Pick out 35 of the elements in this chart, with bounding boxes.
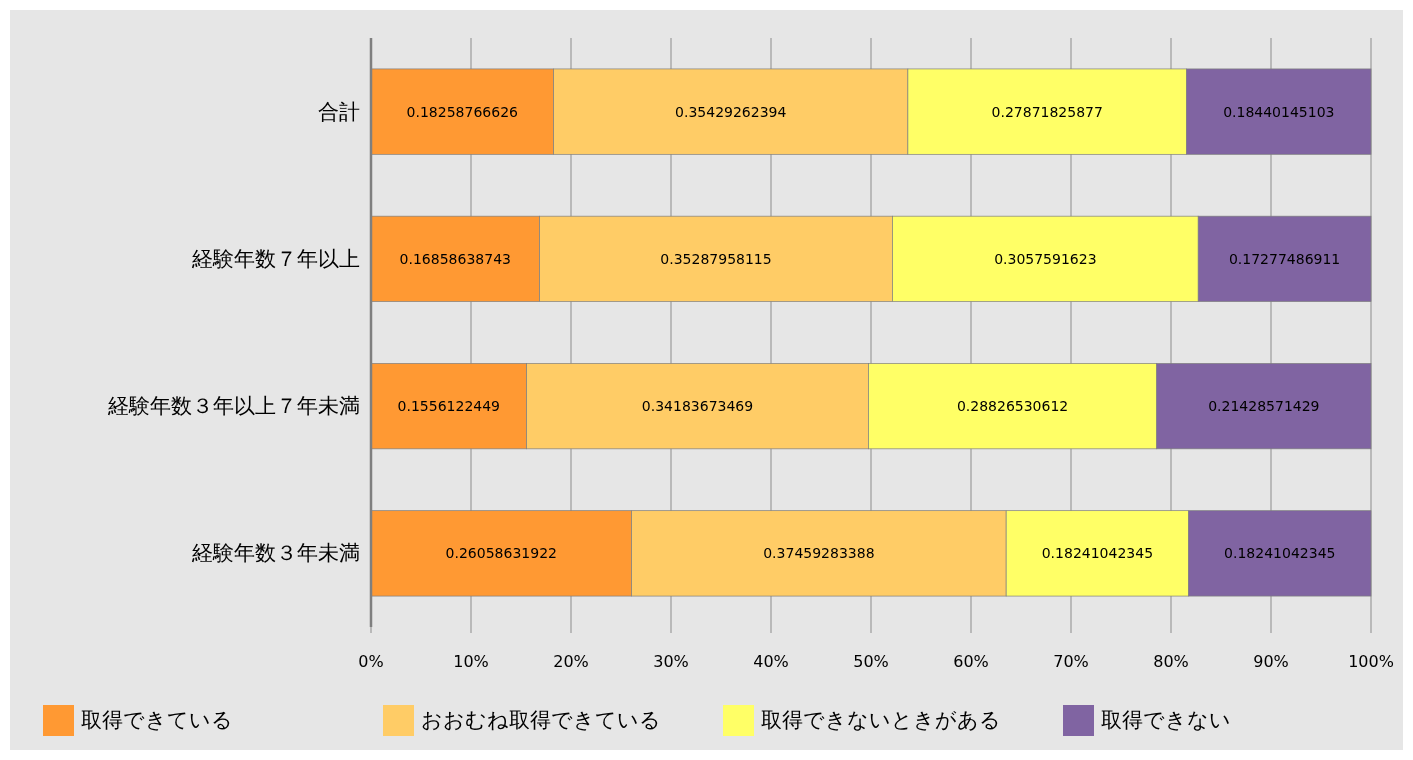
x-tick-label: 0% bbox=[358, 652, 384, 671]
x-tick-label: 80% bbox=[1153, 652, 1189, 671]
data-label: 0.18241042345 bbox=[1224, 545, 1336, 562]
x-tick-label: 100% bbox=[1348, 652, 1394, 671]
data-label: 0.16858638743 bbox=[399, 250, 511, 267]
data-label: 0.18440145103 bbox=[1223, 103, 1335, 120]
y-tick-label: 経験年数３年以上７年未満 bbox=[107, 394, 360, 419]
data-label: 0.21428571429 bbox=[1208, 398, 1320, 415]
x-tick-label: 30% bbox=[653, 652, 689, 671]
x-tick-label: 20% bbox=[553, 652, 589, 671]
data-label: 0.17277486911 bbox=[1228, 250, 1341, 267]
legend-label: 取得できないときがある bbox=[761, 708, 1001, 732]
data-label: 0.3057591623 bbox=[994, 250, 1097, 267]
data-label: 0.35429262394 bbox=[675, 103, 787, 120]
x-tick-label: 50% bbox=[853, 652, 889, 671]
data-label: 0.34183673469 bbox=[641, 398, 754, 415]
data-label: 0.18241042345 bbox=[1041, 545, 1154, 562]
x-tick-label: 40% bbox=[753, 652, 789, 671]
x-tick-label: 90% bbox=[1253, 652, 1289, 671]
data-label: 0.35287958115 bbox=[660, 250, 772, 267]
y-tick-label: 合計 bbox=[318, 99, 360, 124]
legend-label: おおむね取得できている bbox=[421, 708, 661, 732]
legend-label: 取得できている bbox=[81, 708, 233, 732]
data-label: 0.28826530612 bbox=[956, 398, 1069, 415]
x-tick-label: 60% bbox=[953, 652, 989, 671]
x-tick-label: 10% bbox=[453, 652, 489, 671]
x-tick-label: 70% bbox=[1053, 652, 1089, 671]
data-label: 0.27871825877 bbox=[991, 103, 1103, 120]
legend-label: 取得できない bbox=[1101, 708, 1231, 732]
y-tick-label: 経験年数３年未満 bbox=[191, 541, 360, 566]
y-tick-label: 経験年数７年以上 bbox=[191, 246, 360, 271]
data-label: 0.1556122449 bbox=[397, 398, 501, 415]
data-label: 0.37459283388 bbox=[763, 545, 875, 562]
data-label: 0.26058631922 bbox=[445, 545, 557, 562]
data-label: 0.18258766626 bbox=[406, 103, 519, 120]
